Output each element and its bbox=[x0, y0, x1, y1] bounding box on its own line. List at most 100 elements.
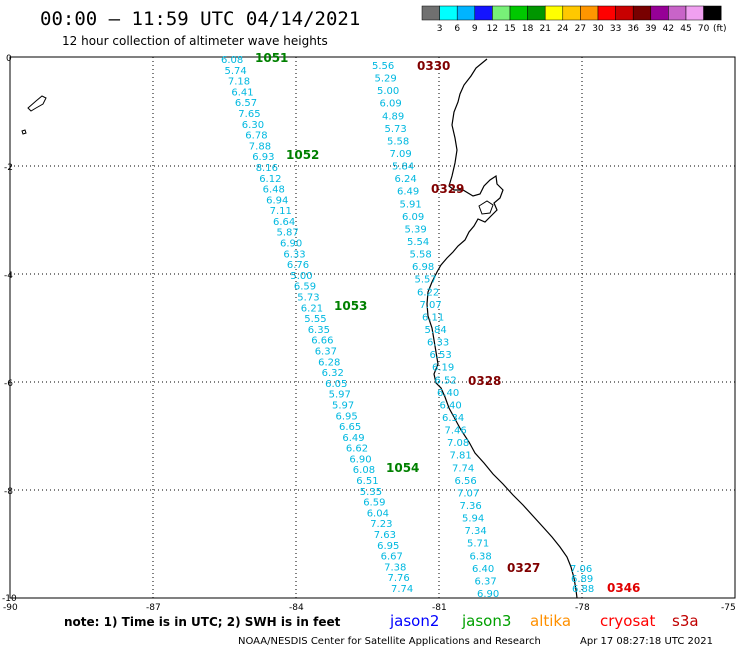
satellite-legend-item: jason3 bbox=[461, 612, 511, 630]
legend-label: 45 bbox=[680, 24, 691, 34]
swh-value: 5.58 bbox=[387, 136, 409, 147]
swh-value: 6.37 bbox=[475, 576, 497, 587]
swh-value: 5.74 bbox=[225, 66, 247, 77]
swh-value: 6.34 bbox=[442, 413, 464, 424]
swh-value: 6.67 bbox=[381, 552, 403, 563]
legend-label: 30 bbox=[592, 24, 604, 34]
pass-label: 0327 bbox=[507, 561, 540, 575]
swh-value: 6.09 bbox=[402, 212, 424, 223]
timestamp: Apr 17 08:27:18 UTC 2021 bbox=[580, 636, 713, 647]
swh-value: 6.12 bbox=[259, 174, 281, 185]
swh-value: 6.90 bbox=[349, 454, 371, 465]
swh-value: 6.09 bbox=[380, 99, 402, 110]
swh-value: 7.74 bbox=[391, 584, 413, 595]
swh-value: 6.90 bbox=[280, 239, 302, 250]
legend-label: 18 bbox=[522, 24, 534, 34]
y-tick-label: -6 bbox=[4, 379, 13, 389]
satellite-legend-item: jason2 bbox=[389, 612, 439, 630]
swh-value: 6.95 bbox=[377, 541, 399, 552]
swh-value: 6.93 bbox=[252, 152, 274, 163]
satellite-legend-item: s3a bbox=[672, 612, 699, 630]
swh-value: 6.35 bbox=[308, 325, 330, 336]
puna-island bbox=[478, 200, 494, 215]
legend-unit: (ft) bbox=[713, 24, 727, 34]
swh-value: 6.33 bbox=[427, 338, 449, 349]
coastline bbox=[426, 58, 578, 599]
swh-value: 8.16 bbox=[256, 163, 278, 174]
swh-value: 6.49 bbox=[397, 187, 419, 198]
galapagos-small-island bbox=[21, 129, 27, 135]
swh-value: 7.63 bbox=[374, 530, 396, 541]
swh-value: 6.66 bbox=[311, 336, 333, 347]
swh-value: 5.58 bbox=[410, 250, 432, 261]
swh-value: 6.56 bbox=[455, 476, 477, 487]
x-tick-label: -90 bbox=[3, 603, 18, 613]
x-tick-label: -81 bbox=[432, 603, 447, 613]
swh-value: 7.65 bbox=[238, 109, 260, 120]
swh-value: 5.55 bbox=[304, 314, 326, 325]
legend-label: 42 bbox=[663, 24, 674, 34]
y-tick-label: 0 bbox=[6, 54, 12, 64]
lat-lon-grid bbox=[10, 57, 735, 598]
wave-height-color-legend: 3 6 9 12 15 18 21 24 27 30 33 36 39 42 45 70 (ft) bbox=[421, 5, 727, 34]
legend-swatch bbox=[474, 5, 493, 21]
legend-label: 3 bbox=[437, 24, 443, 34]
swh-value: 6.40 bbox=[472, 564, 494, 575]
swh-value: 5.94 bbox=[462, 514, 484, 525]
cryosat-track: 7.066.896.88 bbox=[570, 564, 594, 595]
swh-value: 6.22 bbox=[417, 287, 439, 298]
legend-swatch bbox=[509, 5, 528, 21]
pass-label: 1053 bbox=[334, 299, 367, 313]
y-tick-label: -4 bbox=[4, 271, 13, 281]
swh-value: 6.95 bbox=[336, 411, 358, 422]
swh-value: 5.97 bbox=[332, 401, 354, 412]
swh-value: 6.38 bbox=[470, 551, 492, 562]
swh-value: 6.59 bbox=[363, 498, 385, 509]
swh-value: 5.87 bbox=[277, 228, 299, 239]
swh-value: 5.39 bbox=[405, 224, 427, 235]
swh-value: 6.19 bbox=[432, 363, 454, 374]
legend-swatch bbox=[544, 5, 564, 21]
swh-value: 6.40 bbox=[440, 400, 462, 411]
legend-swatch bbox=[615, 5, 634, 21]
legend-label: 36 bbox=[627, 24, 639, 34]
map-title: 00:00 – 11:59 UTC 04/14/2021 bbox=[40, 8, 360, 30]
swh-value: 6.37 bbox=[315, 347, 337, 358]
y-tick-label: -2 bbox=[4, 163, 13, 173]
swh-value: 5.73 bbox=[385, 124, 407, 135]
swh-value: 7.09 bbox=[390, 149, 412, 160]
swh-value: 5.00 bbox=[377, 86, 399, 97]
x-tick-label: -87 bbox=[146, 603, 161, 613]
swh-value: 7.07 bbox=[457, 488, 479, 499]
legend-label: 39 bbox=[645, 24, 657, 34]
swh-value: 7.07 bbox=[420, 300, 442, 311]
swh-value: 7.11 bbox=[270, 206, 292, 217]
swh-value: 5.97 bbox=[329, 390, 351, 401]
pass-label: 1054 bbox=[386, 461, 419, 475]
latitude-axis: 0 -2 -4 -6 -8 -10 bbox=[2, 54, 17, 604]
legend-label: 70 bbox=[698, 24, 710, 34]
swh-value: 7.81 bbox=[450, 451, 472, 462]
legend-swatch bbox=[685, 5, 704, 21]
jason2-track-east: 5.565.295.006.094.895.735.587.095.846.24… bbox=[372, 61, 499, 600]
swh-value: 6.21 bbox=[301, 303, 323, 314]
satellite-legend-item: cryosat bbox=[600, 612, 655, 630]
legend-swatch bbox=[597, 5, 616, 21]
legend-swatch bbox=[456, 5, 476, 21]
swh-value: 6.78 bbox=[245, 131, 267, 142]
legend-label: 12 bbox=[487, 24, 498, 34]
legend-swatch bbox=[632, 5, 652, 21]
legend-swatch bbox=[668, 5, 687, 21]
swh-value: 6.51 bbox=[356, 476, 378, 487]
swh-value: 6.65 bbox=[339, 422, 361, 433]
footer-note: note: 1) Time is in UTC; 2) SWH is in fe… bbox=[64, 615, 341, 629]
swh-value: 6.53 bbox=[430, 350, 452, 361]
swh-value: 6.08 bbox=[221, 55, 243, 66]
legend-swatch bbox=[580, 5, 599, 21]
swh-value: 7.18 bbox=[228, 77, 250, 88]
y-tick-label: -8 bbox=[4, 487, 13, 497]
swh-value: 7.23 bbox=[370, 519, 392, 530]
swh-value: 5.35 bbox=[360, 487, 382, 498]
swh-value: 6.62 bbox=[346, 444, 368, 455]
